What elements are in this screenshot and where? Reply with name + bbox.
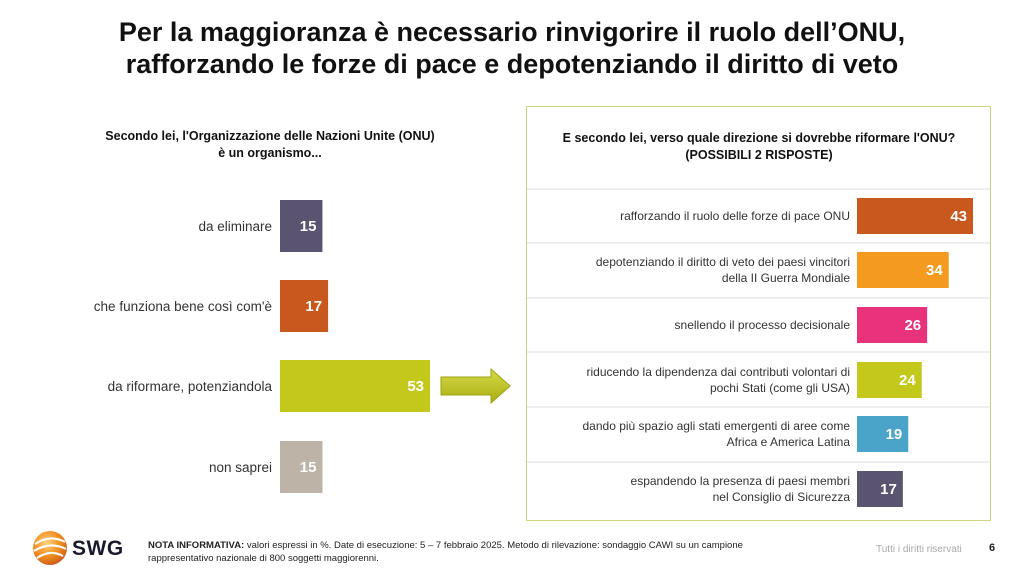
page-title-line-1: Per la maggioranza è necessario rinvigor… [118, 17, 906, 47]
right-category-label: nel Consiglio di Sicurezza [713, 490, 851, 504]
right-category-label: pochi Stati (come gli USA) [710, 381, 850, 395]
note-label: NOTA INFORMATIVA: [148, 540, 245, 551]
left-category-label: da riformare, potenziandola [108, 379, 273, 394]
left-bar-chart: 15 da eliminare 17 che funziona bene così c… [94, 200, 430, 493]
right-bar-value: 34 [926, 262, 943, 279]
right-chart-title-line-2: (POSSIBILI 2 RISPOSTE) [685, 148, 833, 162]
left-category-label: da eliminare [198, 219, 272, 234]
right-bar-value: 17 [880, 481, 897, 498]
left-bar-value: 17 [305, 298, 322, 315]
swg-logo-icon [33, 531, 67, 565]
footer-note: NOTA INFORMATIVA: valori espressi in %. … [148, 539, 848, 565]
note-line-2: rappresentativo nazionale di 800 soggett… [148, 553, 379, 564]
right-category-label: espandendo la presenza di paesi membri [631, 474, 850, 488]
right-bar [857, 252, 949, 288]
left-category-label: che funziona bene così com'è [94, 299, 272, 314]
right-arrow-icon [440, 367, 511, 405]
left-bar-value: 15 [300, 218, 317, 235]
right-bar [857, 307, 928, 343]
note-line-1: valori espressi in %. Date di esecuzione… [246, 540, 743, 551]
left-category-label: non saprei [209, 460, 272, 475]
page-title: Per la maggioranza è necessario rinvigor… [0, 16, 1024, 80]
page-number: 6 [989, 542, 996, 554]
left-bar [280, 280, 329, 332]
right-bar-value: 43 [950, 208, 967, 225]
right-category-label: della II Guerra Mondiale [722, 271, 850, 285]
right-category-label: Africa e America Latina [727, 435, 851, 449]
page-title-line-2: rafforzando le forze di pace e depotenzi… [125, 49, 899, 79]
right-bar [857, 362, 922, 398]
right-bar [857, 416, 909, 452]
right-category-label: snellendo il processo decisionale [675, 318, 851, 332]
right-bar-chart: 43 rafforzando il ruolo delle forze di pa… [527, 188, 990, 507]
left-chart-title-line-1: Secondo lei, l'Organizzazione delle Nazi… [105, 129, 435, 143]
right-bar [857, 471, 903, 507]
left-bar-value: 53 [407, 378, 424, 395]
left-bar-value: 15 [300, 459, 317, 476]
right-category-label: rafforzando il ruolo delle forze di pace… [620, 209, 850, 223]
right-bar-value: 24 [899, 372, 916, 389]
left-chart-title-line-2: è un organismo... [218, 146, 322, 160]
right-category-label: depotenziando il diritto di veto dei pae… [596, 255, 850, 269]
swg-logo-text: SWG [72, 537, 124, 560]
right-bar-value: 26 [904, 317, 921, 334]
rights-reserved: Tutti i diritti riservati [876, 544, 962, 555]
right-category-label: dando più spazio agli stati emergenti di… [583, 419, 851, 433]
right-bar [857, 198, 973, 234]
right-chart-panel [526, 106, 991, 521]
right-chart-title-line-1: E secondo lei, verso quale direzione si … [562, 131, 956, 145]
right-bar-value: 19 [886, 426, 903, 443]
left-chart-title: Secondo lei, l'Organizzazione delle Nazi… [60, 128, 480, 162]
left-bar [280, 441, 323, 493]
left-bar [280, 200, 323, 252]
left-bar [280, 360, 430, 412]
right-chart-title: E secondo lei, verso quale direzione si … [528, 130, 990, 164]
right-category-label: riducendo la dipendenza dai contributi v… [586, 365, 850, 379]
